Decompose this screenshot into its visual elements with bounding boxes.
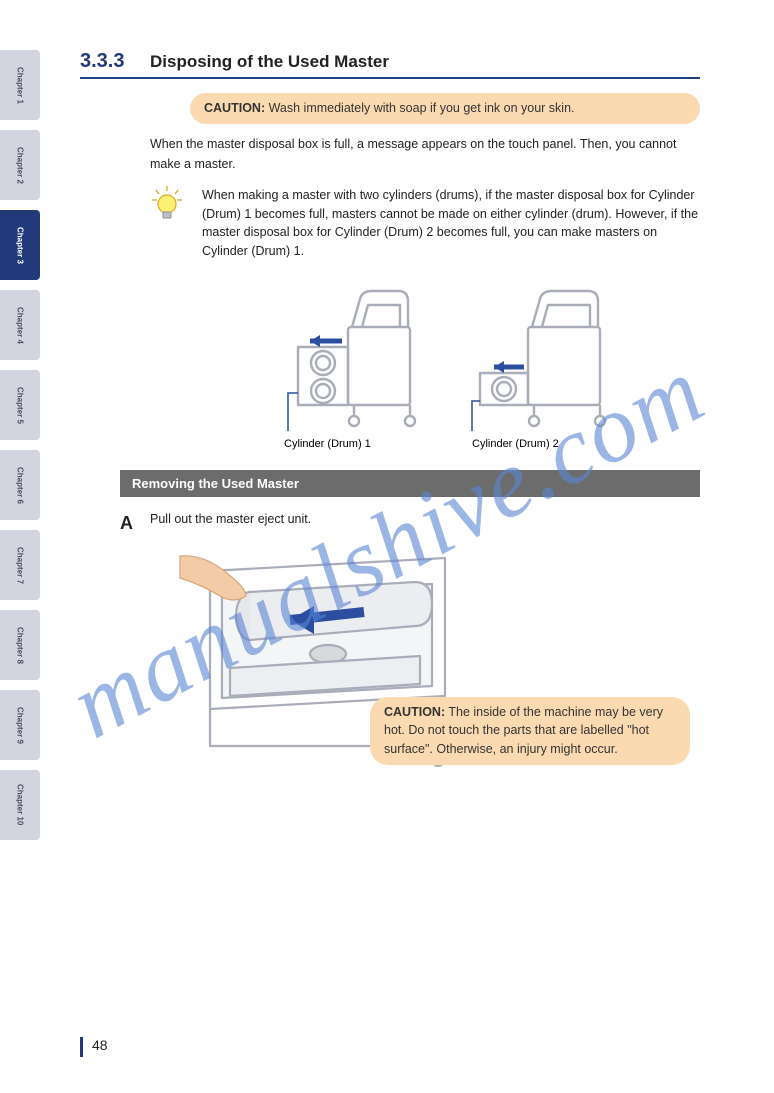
sidebar-tab-9[interactable]: Chapter 9 [0, 690, 40, 760]
intro-paragraph: When the master disposal box is full, a … [150, 134, 700, 174]
caution-box-1: CAUTION: Wash immediately with soap if y… [190, 93, 700, 124]
sidebar-tab-8[interactable]: Chapter 8 [0, 610, 40, 680]
tip-text: When making a master with two cylinders … [202, 186, 700, 261]
heading-number: 3.3.3 [80, 50, 150, 73]
sidebar-tab-5[interactable]: Chapter 5 [0, 370, 40, 440]
sidebar-tabs: Chapter 1 Chapter 2 Chapter 3 Chapter 4 … [0, 50, 40, 850]
heading-rule [80, 77, 700, 79]
section-heading: 3.3.3 Disposing of the Used Master [80, 50, 700, 73]
sidebar-tab-7[interactable]: Chapter 7 [0, 530, 40, 600]
caution-label-1: CAUTION: [204, 101, 265, 115]
diagram-cylinder-1: Cylinder (Drum) 1 [280, 273, 430, 450]
tip-block: When making a master with two cylinders … [150, 186, 700, 261]
sidebar-tab-1[interactable]: Chapter 1 [0, 50, 40, 120]
sidebar-tab-3[interactable]: Chapter 3 [0, 210, 40, 280]
sidebar-tab-4[interactable]: Chapter 4 [0, 290, 40, 360]
lightbulb-icon [150, 186, 184, 261]
sidebar-tab-2[interactable]: Chapter 2 [0, 130, 40, 200]
caution-label-2: CAUTION: [384, 705, 445, 719]
sidebar-tab-6[interactable]: Chapter 6 [0, 450, 40, 520]
step-marker: A [120, 509, 150, 538]
heading-title: Disposing of the Used Master [150, 52, 389, 72]
diagram-label-c1: Cylinder (Drum) 1 [284, 438, 430, 450]
subsection-title-bar: Removing the Used Master [120, 470, 700, 497]
footer-rule [80, 1037, 83, 1057]
page-number: 48 [92, 1037, 108, 1053]
step-text: Pull out the master eject unit. [150, 509, 311, 538]
step-1: A Pull out the master eject unit. [120, 509, 700, 538]
diagram-cylinder-2: Cylinder (Drum) 2 [470, 273, 620, 450]
caution-text-1: Wash immediately with soap if you get in… [269, 101, 575, 115]
diagram-row: Cylinder (Drum) 1 [280, 273, 700, 450]
caution-box-2: CAUTION: The inside of the machine may b… [370, 697, 690, 765]
diagram-label-c2: Cylinder (Drum) 2 [472, 438, 620, 450]
sidebar-tab-10[interactable]: Chapter 10 [0, 770, 40, 840]
